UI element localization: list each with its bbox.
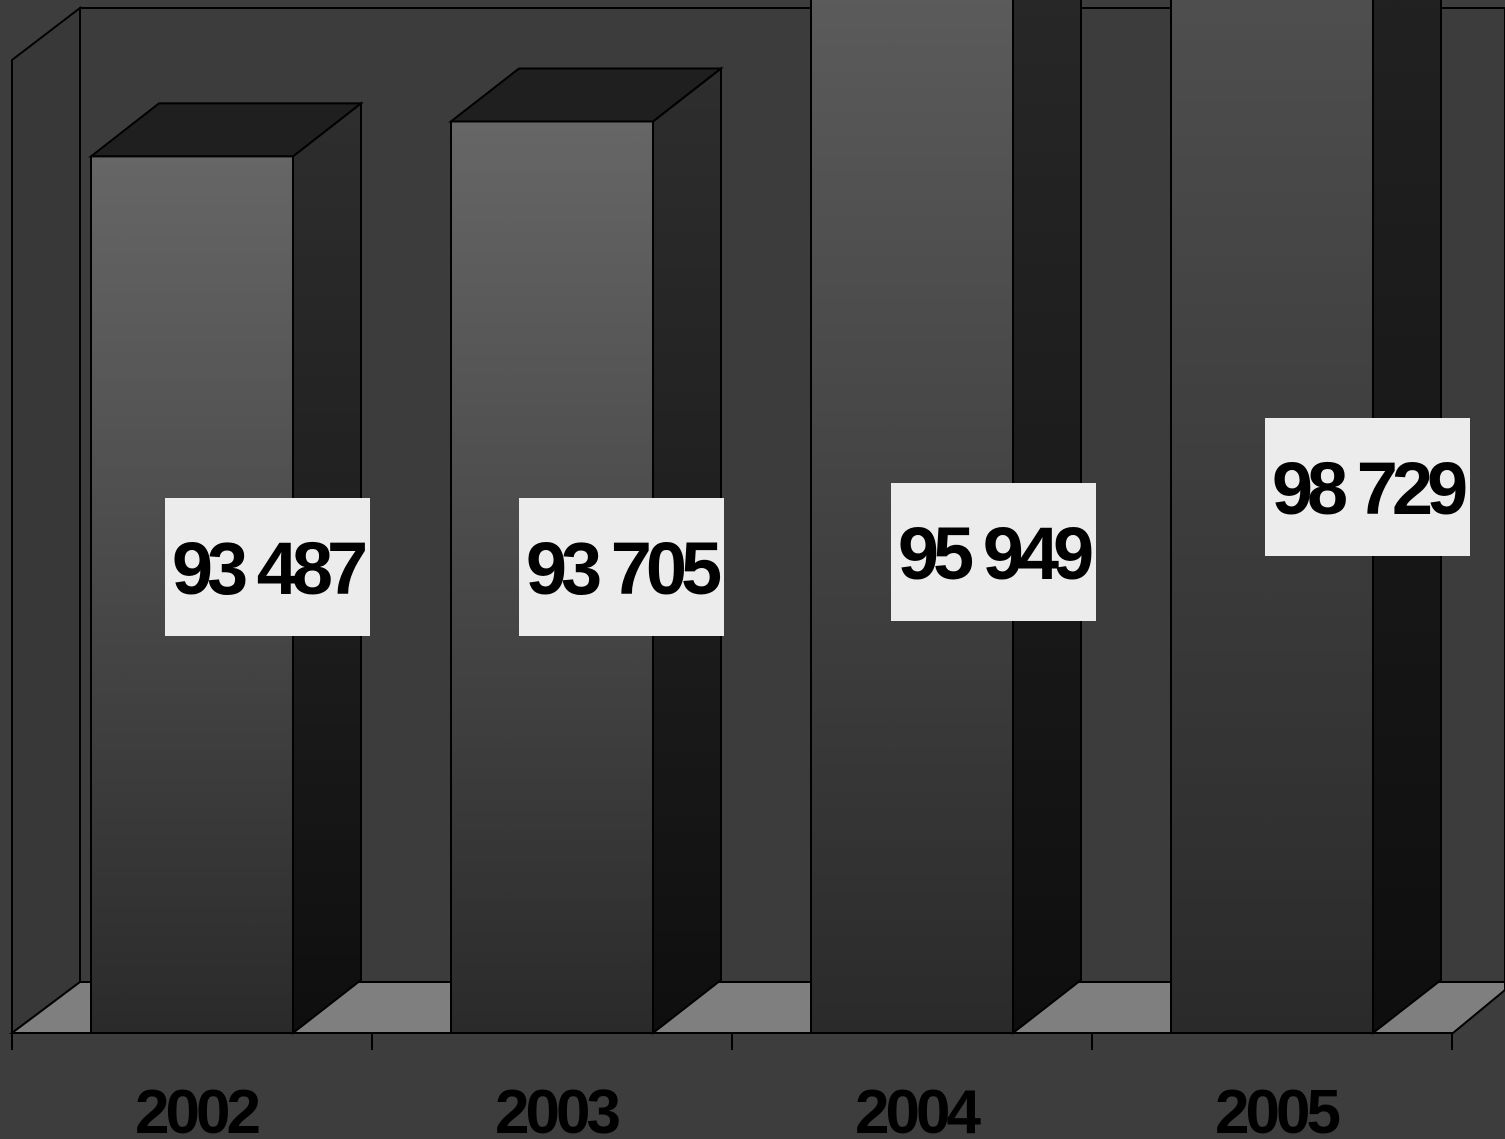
x-tick-label: 2002 [135, 1078, 258, 1139]
side-wall [11, 5, 81, 1035]
data-label-text: 93 705 [526, 527, 721, 610]
data-label-text: 95 949 [898, 512, 1092, 595]
data-label: 93 705 [519, 498, 727, 636]
bar [88, 101, 364, 1036]
x-tick-label: 2005 [1215, 1078, 1339, 1139]
x-tick-label: 2004 [855, 1078, 981, 1139]
x-axis [11, 1032, 1453, 1050]
data-label: 95 949 [891, 483, 1098, 621]
data-label: 93 487 [165, 498, 371, 636]
data-label-text: 98 729 [1272, 447, 1466, 530]
data-label-box [165, 498, 370, 636]
data-labels: 93 487 93 705 95 949 98 729 [165, 418, 1472, 636]
plot-walls [9, 5, 1505, 1035]
data-label-box [519, 498, 724, 636]
data-label: 98 729 [1265, 418, 1472, 556]
data-label-box [1265, 418, 1470, 556]
x-tick-labels: 2002 2003 2004 2005 [135, 1078, 1343, 1139]
data-label-box [891, 483, 1096, 621]
x-tick-label: 2003 [495, 1078, 619, 1139]
data-label-text: 93 487 [172, 527, 365, 610]
